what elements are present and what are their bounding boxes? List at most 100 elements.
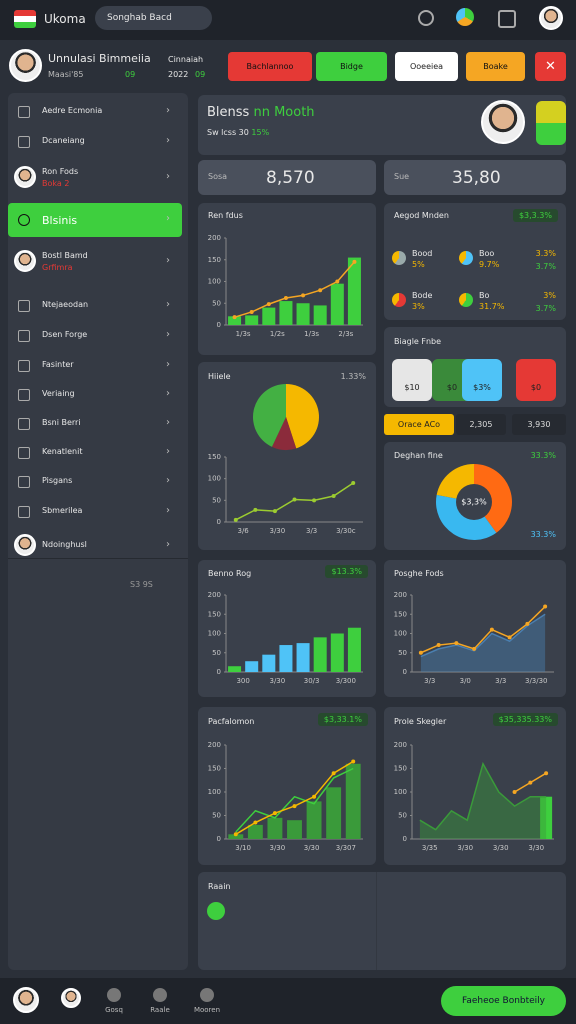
- item-avatar: [14, 534, 36, 556]
- point: [253, 507, 258, 512]
- item-label: Aedre Ecmonia: [42, 106, 103, 115]
- x-tick-label: 2/3s: [338, 330, 353, 338]
- action-button[interactable]: Bidge: [316, 52, 387, 81]
- close-button[interactable]: ✕: [535, 52, 566, 81]
- sidebar-item[interactable]: Ron Fods Boka 2 ›: [8, 162, 182, 194]
- share-icon[interactable]: [498, 10, 516, 28]
- nav-label[interactable]: Raale: [150, 1006, 170, 1014]
- nav-icon[interactable]: [153, 988, 167, 1002]
- area: [419, 763, 547, 839]
- chart: 0 50 100 150 200 3/10 3/30 3/30 3/307: [208, 741, 363, 852]
- y-tick-label: 100: [208, 788, 221, 796]
- panel-badge: $3,33.1%: [317, 713, 368, 726]
- sidebar-item[interactable]: Ndoinghusl ›: [8, 530, 182, 562]
- bottom-button[interactable]: Faeheoe Bonbteily: [441, 986, 566, 1016]
- line: [420, 606, 546, 654]
- y-tick-label: 200: [394, 741, 407, 749]
- point: [283, 296, 288, 301]
- sidebar-item[interactable]: Veriaing ›: [8, 381, 182, 409]
- split-panel: Hiiele 1.33% 0 50 100 150 3/6 3/30 3/3 3/30c: [198, 362, 376, 550]
- raain-icon[interactable]: [207, 902, 225, 920]
- avatar[interactable]: [61, 988, 81, 1008]
- tile[interactable]: $0: [516, 359, 556, 401]
- item-label: Pisgans: [42, 476, 73, 485]
- sidebar-item[interactable]: Pisgans ›: [8, 468, 182, 496]
- point: [351, 481, 356, 485]
- posghe-panel: Posghe Fods 0 50 100 150 200 3/3 3/0 3/3 3/3/30: [384, 560, 566, 697]
- line: [235, 767, 354, 833]
- action-button[interactable]: Ooeeiea: [395, 52, 458, 81]
- panel-title: Aegod Mnden: [394, 211, 449, 220]
- status-icon[interactable]: [456, 8, 474, 26]
- sidebar-item[interactable]: Sbmerilea ›: [8, 498, 182, 526]
- donut-hole: [456, 484, 492, 520]
- overview-subtitle: Sw lcss 30: [207, 128, 249, 137]
- x-tick-label: 3/30: [270, 844, 286, 852]
- stat-card: Sosa 8,570: [198, 160, 376, 195]
- bar: [267, 817, 283, 839]
- panel-badge: 1.33%: [340, 372, 366, 381]
- tile[interactable]: $10: [392, 359, 432, 401]
- tab[interactable]: Orace ACo: [384, 414, 454, 435]
- sidebar-item[interactable]: Kenatlenit ›: [8, 439, 182, 467]
- bar: [279, 301, 293, 325]
- stat-label: Sue: [394, 172, 410, 181]
- sidebar-item[interactable]: Bostl Bamd Grfimra ›: [8, 246, 182, 278]
- chevron: ›: [166, 446, 170, 457]
- tab[interactable]: 3,930: [512, 414, 566, 435]
- bar: [326, 787, 342, 839]
- panel-title: Ren fdus: [208, 211, 243, 220]
- sidebar-item[interactable]: Bsni Berri ›: [8, 410, 182, 438]
- pie-slice: [286, 384, 319, 449]
- tile[interactable]: $3%: [462, 359, 502, 401]
- item-label: Bsni Berri: [42, 418, 81, 427]
- panel-badge: $35,335.33%: [492, 713, 558, 726]
- nav-label[interactable]: Gosq: [105, 1006, 123, 1014]
- item-label: Ron Fods: [42, 167, 79, 176]
- action-button[interactable]: Bachlannoo: [228, 52, 312, 81]
- nav-icon[interactable]: [200, 988, 214, 1002]
- goal-value: 3%: [543, 291, 556, 300]
- point: [543, 604, 548, 609]
- chart: $3,3%: [436, 464, 512, 540]
- sidebar-item[interactable]: Blsinis ›: [8, 203, 182, 237]
- line: [419, 761, 547, 831]
- item-icon: [18, 360, 30, 372]
- avatar[interactable]: [13, 987, 39, 1013]
- panel-title: Prole Skegler: [394, 717, 447, 726]
- chevron: ›: [166, 299, 170, 310]
- y-tick-label: 200: [208, 234, 221, 242]
- sidebar-item[interactable]: Ntejaeodan ›: [8, 292, 182, 320]
- goal-icon: [459, 251, 473, 265]
- point: [335, 279, 340, 284]
- panel-title: Benno Rog: [208, 569, 252, 578]
- bar: [330, 283, 344, 325]
- action-button[interactable]: Boake: [466, 52, 525, 81]
- avatar[interactable]: [539, 6, 563, 30]
- search-icon[interactable]: [418, 10, 434, 26]
- item-label: Ndoinghusl: [42, 540, 87, 549]
- nav-label[interactable]: Mooren: [193, 1006, 221, 1014]
- x-tick-label: 3/30: [493, 844, 509, 852]
- sidebar-item[interactable]: Dcaneiang ›: [8, 128, 182, 156]
- y-tick-label: 50: [212, 649, 221, 657]
- sidebar-item[interactable]: Aedre Ecmonia ›: [8, 98, 182, 126]
- point: [507, 635, 512, 640]
- item-label: Bostl Bamd: [42, 251, 88, 260]
- search[interactable]: Songhab Bacd: [95, 6, 212, 30]
- overview-icon[interactable]: [536, 101, 566, 145]
- overview-card: Blenss nn Mooth Sw lcss 30 15%: [198, 95, 566, 155]
- prole-panel: Prole Skegler $35,335.33% 0 50 100 150 200 3/35…: [384, 707, 566, 865]
- item-label: Fasinter: [42, 360, 74, 369]
- y-tick-label: 0: [217, 321, 221, 329]
- sidebar-item[interactable]: Dsen Forge ›: [8, 322, 182, 350]
- chevron: ›: [166, 135, 170, 146]
- goal-sub: 5%: [412, 260, 425, 269]
- nav-icon[interactable]: [107, 988, 121, 1002]
- point: [233, 832, 238, 837]
- point: [312, 498, 317, 503]
- sidebar-item[interactable]: Fasinter ›: [8, 352, 182, 380]
- tab[interactable]: 2,305: [456, 414, 506, 435]
- chevron: ›: [166, 505, 170, 516]
